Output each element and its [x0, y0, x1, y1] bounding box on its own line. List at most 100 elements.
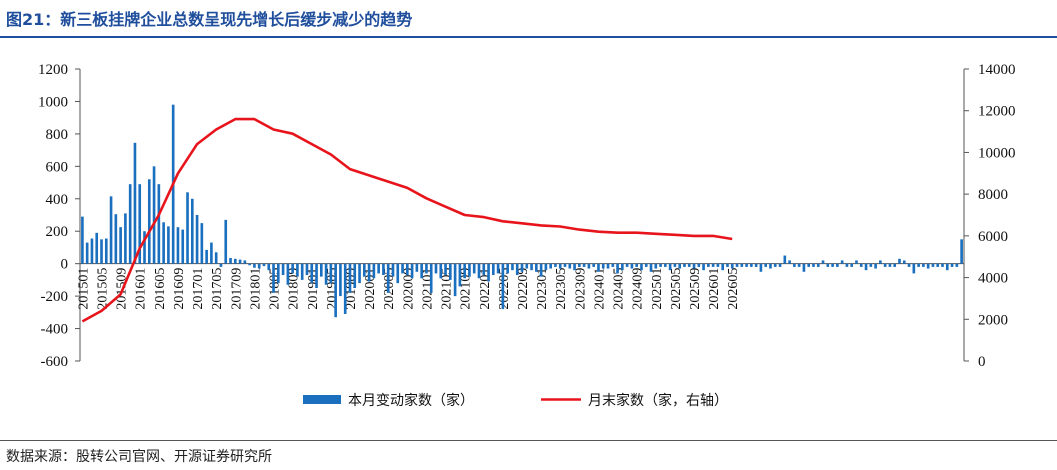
x-tick-label: 202109: [459, 268, 474, 310]
right-tick-label: 12000: [978, 104, 1016, 120]
bar: [745, 263, 748, 267]
right-tick-label: 0: [978, 354, 986, 370]
bar: [563, 263, 567, 267]
bar: [950, 263, 954, 267]
bar: [152, 166, 156, 264]
bar: [477, 263, 481, 279]
bar: [319, 263, 323, 277]
bar: [444, 263, 447, 276]
x-tick-label: 201501: [76, 268, 91, 310]
bar: [659, 263, 662, 267]
bar: [750, 263, 753, 267]
chart: -600-400-2000200400600800100012000200040…: [38, 62, 1016, 409]
bar: [296, 263, 299, 277]
bar: [496, 263, 500, 274]
figure-title: 图21：新三板挂牌企业总数呈现先增长后缓步减少的趋势: [6, 10, 413, 29]
bar-series: [81, 104, 963, 318]
bar: [339, 263, 342, 297]
x-tick-label: 202205: [497, 268, 512, 310]
legend-bar-swatch: [303, 395, 341, 404]
bar: [186, 192, 189, 264]
bar: [802, 263, 806, 272]
bar: [401, 263, 404, 274]
bar: [463, 263, 466, 279]
bar: [845, 263, 849, 267]
bar: [439, 263, 443, 279]
bar: [386, 263, 390, 293]
right-tick-label: 10000: [978, 145, 1016, 161]
bar: [176, 227, 180, 264]
bar: [482, 263, 486, 276]
bar: [611, 263, 615, 267]
right-tick-label: 2000: [978, 312, 1008, 328]
bar: [468, 263, 471, 277]
bar: [754, 263, 758, 267]
bar: [262, 263, 266, 267]
x-tick-label: 202605: [726, 268, 741, 310]
left-tick-label: -400: [41, 322, 69, 338]
x-tick-label: 202601: [707, 268, 722, 310]
bar: [353, 263, 357, 288]
bar: [300, 263, 304, 280]
bar: [243, 260, 247, 264]
bar: [200, 223, 204, 264]
bar: [415, 263, 419, 272]
bar: [812, 263, 815, 267]
bar: [898, 258, 901, 264]
left-tick-label: 0: [61, 257, 69, 273]
bar: [329, 263, 333, 284]
bar: [850, 263, 854, 267]
bar: [281, 263, 285, 276]
bar: [773, 263, 777, 267]
bar: [836, 263, 839, 267]
bar: [85, 242, 89, 264]
bar: [697, 263, 701, 267]
left-tick-label: 400: [46, 192, 69, 208]
bar: [568, 263, 572, 269]
bar: [406, 263, 409, 276]
bar: [372, 263, 376, 279]
bar: [539, 263, 543, 277]
bar: [391, 263, 395, 277]
bar: [917, 263, 920, 267]
bar: [879, 260, 882, 264]
bar: [711, 263, 715, 267]
bar: [587, 263, 591, 269]
bar: [955, 263, 959, 267]
bar: [702, 263, 705, 271]
bar: [449, 263, 452, 280]
bar: [654, 263, 658, 269]
bar: [315, 263, 318, 288]
bar: [635, 263, 638, 267]
bar: [678, 263, 681, 269]
axes: -600-400-2000200400600800100012000200040…: [38, 62, 1016, 370]
bar: [410, 263, 414, 279]
bar: [625, 263, 629, 267]
bar: [668, 263, 672, 271]
source-note: 数据来源：股转公司官网、开源证券研究所: [6, 449, 272, 465]
bar: [941, 263, 944, 267]
bar: [735, 263, 739, 267]
bar: [573, 263, 576, 271]
bar: [855, 260, 858, 264]
x-tick-label: 201701: [191, 268, 206, 310]
x-tick-label: 202009: [401, 268, 416, 310]
bar: [683, 263, 686, 267]
bar: [907, 263, 911, 267]
bar: [219, 263, 223, 267]
bar: [840, 260, 844, 264]
bar: [119, 227, 122, 264]
bar: [945, 263, 949, 271]
bar: [902, 260, 906, 264]
bar: [692, 263, 696, 269]
bar: [348, 263, 352, 293]
x-tick-label: 201805: [268, 268, 283, 310]
bar: [601, 263, 605, 269]
bar: [520, 263, 524, 272]
bar: [458, 263, 462, 287]
bar: [205, 249, 208, 264]
bar: [716, 263, 720, 267]
x-tick-label: 202209: [516, 268, 531, 310]
bar: [238, 259, 242, 264]
bar: [621, 263, 624, 271]
